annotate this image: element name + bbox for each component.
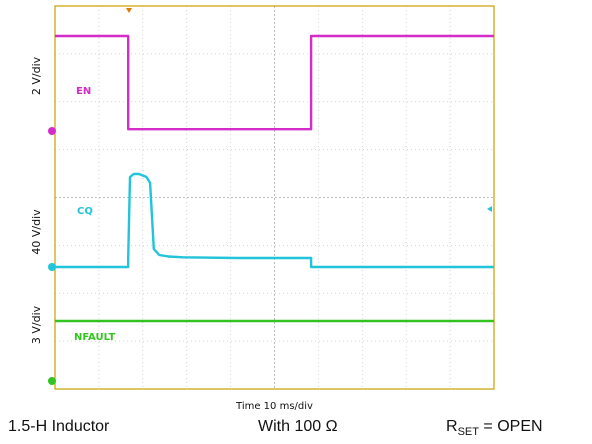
trigger-level-marker	[487, 206, 492, 212]
trace-label-en: EN	[76, 86, 91, 97]
labels: EN CQ NFAULT 2 V/div 40 V/div 3 V/div Time 10 …	[30, 56, 313, 412]
trace-en	[55, 34, 494, 131]
scale-label-nfault: 3 V/div	[30, 305, 43, 344]
ohm-symbol: Ω	[325, 418, 338, 435]
scale-label-en: 2 V/div	[30, 56, 43, 95]
scale-label-cq: 40 V/div	[30, 209, 43, 255]
trace-label-nfault: NFAULT	[74, 332, 115, 343]
channel-marker-nfault	[48, 377, 56, 385]
trace-label-cq: CQ	[77, 206, 93, 217]
traces	[55, 34, 494, 323]
channel-marker-cq	[48, 263, 56, 271]
inductor-caption-text: 1.5-H Inductor	[8, 418, 110, 435]
inductor-caption: 1.5-H Inductor	[8, 418, 109, 436]
trace-cq	[55, 172, 494, 269]
rset-caption: RSET = OPEN	[446, 418, 543, 438]
plot-frame	[54, 5, 495, 390]
resistor-caption-prefix: With 100	[258, 418, 322, 435]
rset-symbol: R	[446, 418, 458, 435]
time-axis-label: Time 10 ms/div	[235, 401, 313, 412]
grid	[55, 6, 494, 389]
rset-subscript: SET	[457, 426, 479, 439]
channel-marker-en	[48, 127, 56, 135]
channel-markers	[48, 127, 56, 385]
rset-value: = OPEN	[478, 418, 543, 435]
trigger-position-marker	[126, 8, 132, 13]
resistor-caption: With 100 Ω	[258, 418, 338, 436]
